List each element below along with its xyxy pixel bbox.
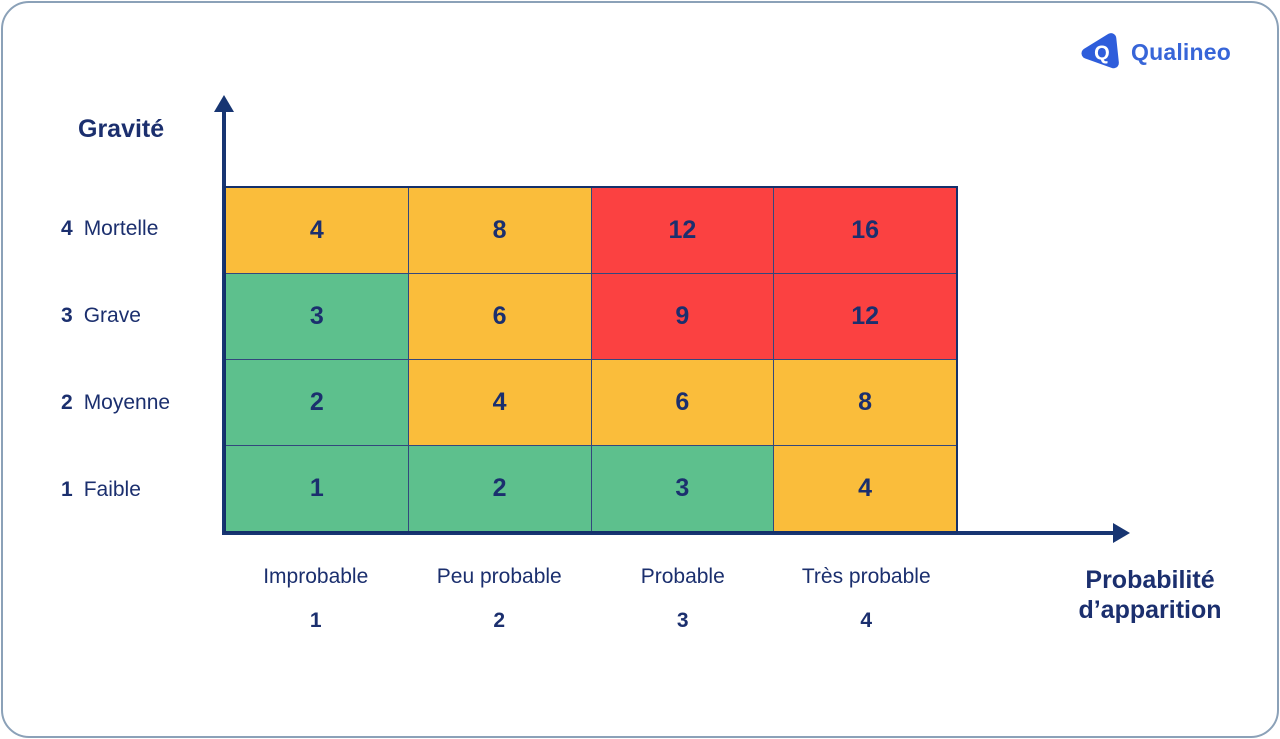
x-axis-label: Peu probable 2 (436, 565, 562, 632)
matrix-cell: 16 (774, 188, 956, 273)
x-axis-title-line2: d’apparition (1078, 596, 1222, 624)
matrix-cell: 12 (774, 274, 956, 359)
y-axis-arrow-icon (214, 95, 234, 112)
x-axis-line (222, 531, 1114, 535)
x-axis-title-line1: Probabilité (1085, 566, 1215, 594)
x-axis-labels: Improbable 1 Peu probable 2 Probable 3 Très pr… (224, 565, 958, 633)
qualineo-logo-icon: Q (1081, 33, 1119, 69)
matrix-cell: 2 (226, 360, 408, 445)
matrix-cell: 3 (226, 274, 408, 359)
y-axis-labels: 4 Mortelle 3 Grave 2 Moyenne 1 Faible (61, 186, 211, 533)
matrix-cell: 8 (774, 360, 956, 445)
matrix-cell: 6 (408, 274, 591, 359)
y-axis-label: 4 Mortelle (61, 217, 159, 241)
logo-letter: Q (1094, 43, 1110, 65)
matrix-cell: 4 (226, 188, 408, 273)
logo-brand-text: Qualineo (1130, 38, 1231, 65)
matrix-cell: 8 (408, 188, 591, 273)
y-axis-label: 2 Moyenne (61, 390, 171, 414)
risk-matrix-grid: 4 8 12 16 3 6 9 12 2 4 6 8 1 2 3 4 (224, 186, 958, 533)
matrix-cell: 9 (591, 274, 774, 359)
x-axis-label: Improbable 1 (263, 565, 369, 632)
matrix-cell: 4 (774, 446, 956, 531)
matrix-cell: 1 (226, 446, 408, 531)
matrix-cell: 2 (408, 446, 591, 531)
matrix-cell: 12 (591, 188, 774, 273)
y-axis-label: 3 Grave (61, 304, 141, 328)
x-axis-label: Très probable 4 (801, 565, 931, 632)
x-axis-title: Probabilité d’apparition (1055, 565, 1245, 625)
y-axis-label: 1 Faible (61, 477, 141, 501)
matrix-cell: 4 (408, 360, 591, 445)
qualineo-logo: Q Qualineo (1079, 31, 1231, 73)
matrix-cell: 6 (591, 360, 774, 445)
x-axis-label: Probable 3 (640, 565, 725, 632)
y-axis-title: Gravité (78, 115, 165, 143)
x-axis-arrow-icon (1113, 523, 1130, 543)
matrix-cell: 3 (591, 446, 774, 531)
